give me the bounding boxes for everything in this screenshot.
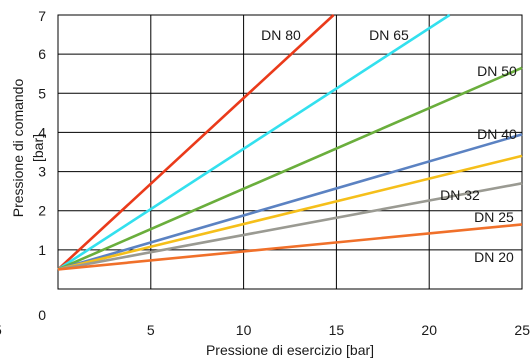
x-tick-label: 5	[0, 322, 2, 338]
series-labels: DN 80 DN 65 DN 50 DN 40 DN 32 DN 25 DN 20	[261, 27, 517, 265]
y-axis-label: Pressione di comando [bar]	[10, 79, 46, 218]
x-axis-label: Pressione di esercizio [bar]	[206, 342, 374, 358]
tick-labels: 5 5 10 15 20 25 0 1 2 3 4 5 6 7	[0, 8, 530, 338]
y-tick-label: 7	[38, 8, 46, 24]
series-line-dn-25	[57, 182, 523, 271]
series-label-dn-20: DN 20	[474, 249, 514, 265]
series-label-dn-40: DN 40	[477, 126, 517, 142]
x-tick-label: 20	[421, 322, 437, 338]
x-tick-label: 5	[147, 322, 155, 338]
series-label-dn-50: DN 50	[477, 63, 517, 79]
series-line-dn-20	[57, 223, 523, 271]
grid	[57, 14, 523, 290]
y-axis-label-line: Pressione di comando	[10, 79, 26, 218]
y-tick-label: 2	[38, 203, 46, 219]
y-axis-label-line: [bar]	[30, 134, 46, 162]
y-tick-label: 4	[38, 124, 46, 140]
y-tick-label: 3	[38, 164, 46, 180]
x-tick-label: 10	[236, 322, 252, 338]
series-line-dn-80	[57, 14, 335, 271]
series-line-dn-32	[57, 154, 523, 271]
series-line-dn-65	[57, 13, 451, 271]
x-tick-label: 15	[329, 322, 345, 338]
y-tick-label: 5	[38, 85, 46, 101]
series-line-dn-40	[57, 133, 523, 271]
series-label-dn-65: DN 65	[369, 27, 409, 43]
series-line-dn-50	[57, 66, 523, 271]
y-tick-label: 0	[38, 307, 46, 323]
series-label-dn-32: DN 32	[440, 187, 480, 203]
series-label-dn-25: DN 25	[474, 209, 514, 225]
series-label-dn-80: DN 80	[261, 27, 301, 43]
x-tick-label: 25	[514, 322, 530, 338]
y-tick-label: 1	[38, 242, 46, 258]
y-tick-label: 6	[38, 46, 46, 62]
series-lines	[57, 13, 523, 271]
